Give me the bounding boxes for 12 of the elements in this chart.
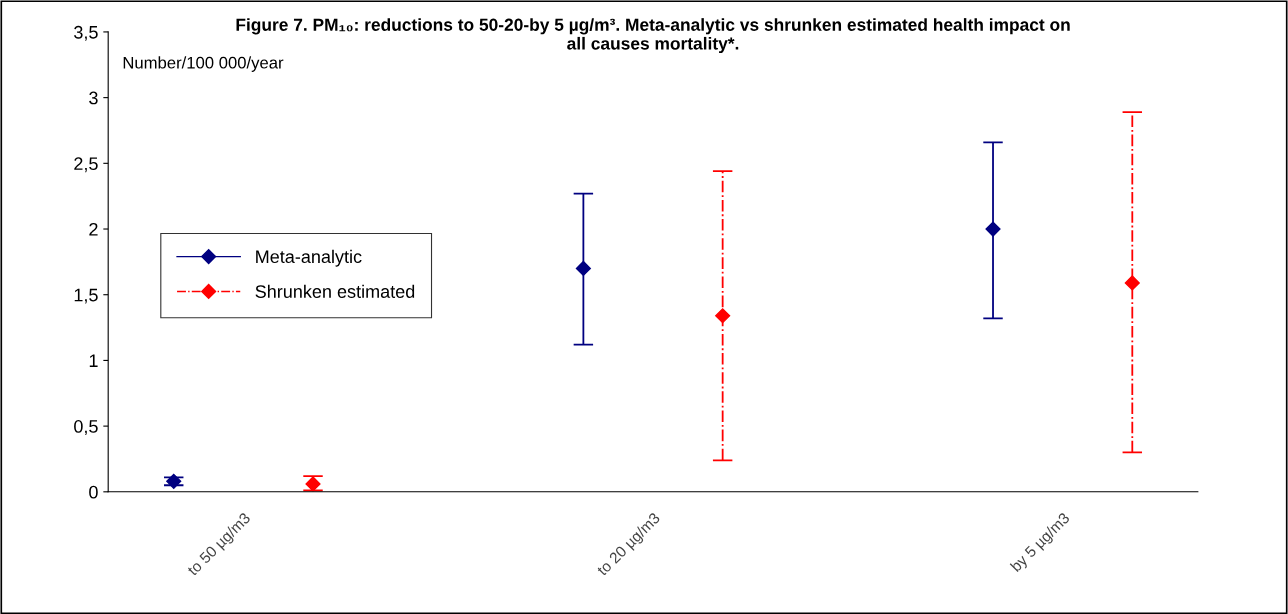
y-tick-label: 1 bbox=[89, 354, 98, 367]
y-tick-label: 3,5 bbox=[74, 25, 98, 41]
y-tick-label: 0 bbox=[89, 485, 98, 499]
y-tick-label: 1,5 bbox=[74, 288, 98, 304]
y-axis-title: Number/100 000/year bbox=[123, 56, 284, 72]
y-tick-label: 3 bbox=[89, 91, 98, 105]
chart-title: Figure 7. PM₁₀: reductions to 50-20-by 5 µg/m³. Meta-analytic vs shrunken estimated health impact on all causes mortality*. bbox=[236, 18, 1070, 54]
y-tick-label: 0,5 bbox=[74, 420, 98, 435]
legend-label: Shrunken estimated bbox=[255, 284, 415, 298]
legend-label: Meta-analytic bbox=[256, 249, 362, 267]
y-tick-label: 2 bbox=[89, 222, 98, 236]
y-tick-label: 2,5 bbox=[74, 157, 98, 173]
